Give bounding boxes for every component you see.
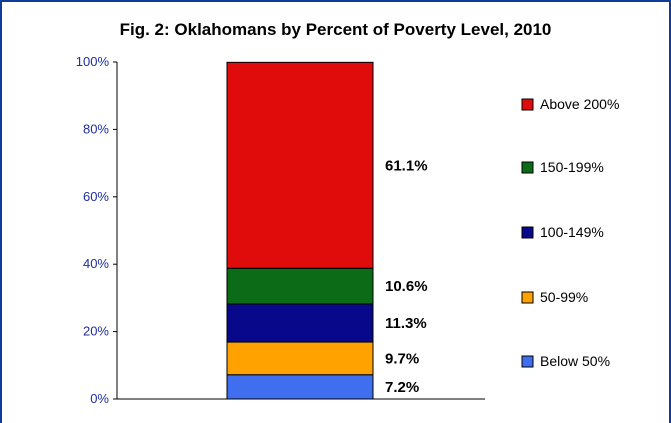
legend-label: 50-99% [540,289,588,305]
y-tick-label: 20% [83,324,109,339]
y-tick-label: 80% [83,121,109,136]
bar-segment-100-149- [226,303,374,343]
y-tick-label: 100% [76,54,110,69]
legend-swatch [521,98,534,111]
legend-label: 150-199% [540,159,604,175]
data-label: 7.2% [385,379,419,396]
bar-segment-above-200- [226,61,374,269]
y-tick-label: 40% [83,256,109,271]
legend-swatch [521,226,534,239]
legend-label: Above 200% [540,96,619,112]
bar-segment-150-199- [226,267,374,305]
bar-segment-50-99- [226,341,374,376]
legend-swatch [521,161,534,174]
chart-title: Fig. 2: Oklahomans by Percent of Poverty… [119,20,552,39]
legend-label: 100-149% [540,224,604,240]
legend-label: Below 50% [540,353,610,369]
y-tick-label: 60% [83,189,109,204]
legend-swatch [521,355,534,368]
y-tick-label: 0% [90,391,109,406]
bar-segment-below-50- [226,374,374,400]
data-label: 61.1% [385,157,428,174]
data-label: 9.7% [385,350,419,367]
data-label: 11.3% [385,315,427,332]
data-label: 10.6% [385,278,428,295]
legend-swatch [521,291,534,304]
